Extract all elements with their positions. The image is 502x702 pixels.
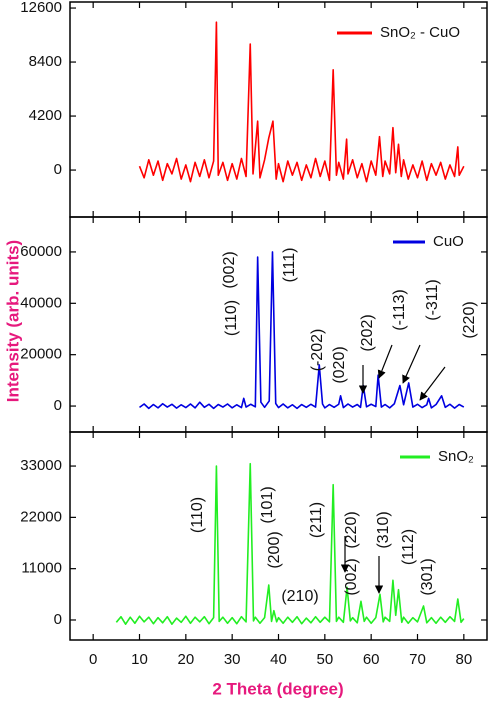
y-tick-label: 0 (54, 397, 62, 414)
y-tick-label: 33000 (20, 457, 62, 474)
x-tick-label: 40 (270, 651, 287, 668)
peak-label: (112) (400, 529, 417, 565)
peak-label: (110) (223, 300, 240, 336)
panel-frame (69, 216, 488, 433)
data-line (138, 21, 465, 183)
x-tick-label: 10 (131, 651, 148, 668)
peak-label: (200) (266, 531, 283, 568)
y-tick-label: 60000 (20, 243, 62, 260)
y-tick-label: 20000 (20, 346, 62, 363)
y-tick-label: 8400 (29, 53, 62, 70)
data-line (115, 462, 465, 625)
x-tick-label: 70 (409, 651, 426, 668)
x-tick-label: 80 (455, 651, 472, 668)
x-tick-label: 50 (316, 651, 333, 668)
x-tick-label: 60 (363, 651, 380, 668)
y-axis-title: Intensity (arb. units) (3, 240, 22, 402)
legend-label: CuO (433, 233, 464, 250)
legend-label: SnO₂ - CuO (380, 24, 460, 41)
arrow (377, 344, 393, 379)
peak-label: (210) (281, 588, 318, 605)
peak-label: (101) (259, 486, 276, 523)
y-tick-label: 22000 (20, 508, 62, 525)
x-tick-label: 0 (89, 651, 97, 668)
peak-label: (110) (189, 497, 206, 533)
arrow (402, 344, 421, 384)
x-axis-title: 2 Theta (degree) (212, 679, 343, 698)
x-tick-label: 20 (177, 651, 194, 668)
peak-label: (111) (281, 248, 298, 283)
peak-label: (020) (331, 346, 348, 383)
peak-label: (310) (375, 511, 392, 548)
y-tick-label: 4200 (29, 107, 62, 124)
peak-label: (301) (419, 558, 436, 595)
y-tick-label: 11000 (21, 560, 62, 577)
y-tick-label: 12600 (20, 0, 62, 16)
peak-label: (211) (308, 502, 325, 538)
peak-label: (220) (461, 301, 478, 338)
x-tick-label: 30 (224, 651, 241, 668)
peak-label: (002) (343, 558, 360, 595)
peak-label: (-311) (424, 279, 441, 321)
y-tick-label: 0 (54, 161, 62, 178)
y-tick-label: 0 (54, 611, 62, 628)
legend-label: SnO₂ (438, 448, 474, 465)
peak-label: (002) (221, 251, 238, 288)
y-tick-label: 40000 (20, 294, 62, 311)
arrow (419, 366, 446, 401)
peak-label: (-113) (391, 289, 408, 331)
panel-frame (69, 431, 488, 641)
peak-label: (202) (359, 314, 376, 351)
data-line (139, 251, 465, 410)
peak-label: (-202) (309, 329, 326, 372)
peak-label: (220) (343, 511, 360, 548)
